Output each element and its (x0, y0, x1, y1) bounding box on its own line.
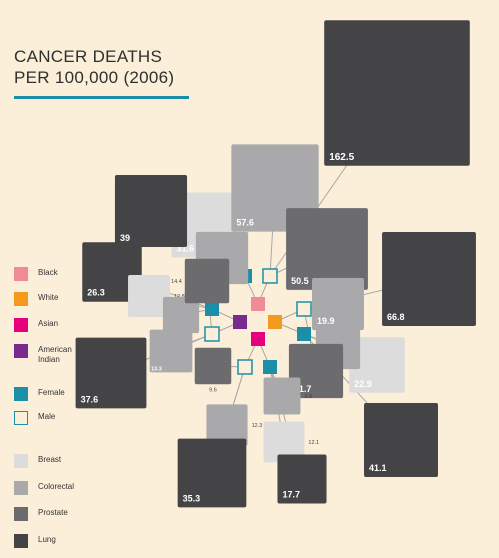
mark-asian-male-colorectal-label: 12.3 (252, 423, 263, 429)
mark-white-male-lung-square (382, 232, 476, 326)
mark-black-male-prostate-label: 50.5 (291, 276, 309, 286)
mark-asian-male-prostate: 9.6 (194, 347, 232, 393)
mark-american-indian-male-colorectal-square (149, 329, 193, 373)
mark-white-male-lung: 66.8 (382, 232, 476, 326)
legend-swatch-colorectal (14, 481, 28, 495)
mark-asian-male-lung-label: 35.3 (183, 493, 201, 503)
title-line-2: PER 100,000 (2006) (14, 68, 175, 87)
legend-label-asian: Asian (38, 319, 59, 328)
mark-white-male-colorectal-square (312, 278, 364, 330)
mark-asian-female-colorectal-square (263, 377, 301, 415)
legend-swatch-breast (14, 454, 28, 468)
american-indian-female-node (205, 302, 219, 316)
legend-label-male: Male (38, 412, 56, 421)
mark-asian-male-lung: 35.3 (177, 438, 247, 508)
title-line-1: CANCER DEATHS (14, 47, 163, 66)
mark-white-male-colorectal-label: 19.9 (317, 316, 335, 326)
mark-american-indian-female-colorectal-square (162, 296, 200, 334)
mark-white-female-lung: 41.1 (364, 403, 438, 477)
mark-black-male-lung: 162.5 (324, 20, 470, 166)
mark-black-female-lung: 39 (114, 174, 188, 248)
mark-american-indian-male-lung-square (75, 337, 147, 409)
mark-asian-female-lung-label: 17.7 (282, 490, 300, 500)
mark-asian-female-colorectal-label: 9.8 (304, 394, 312, 400)
mark-black-male-prostate: 50.5 (286, 208, 368, 290)
mark-asian-male-prostate-square (194, 347, 232, 385)
legend-swatch-american-indian (14, 344, 28, 358)
mark-white-male-colorectal: 19.9 (312, 278, 364, 330)
legend-label-colorectal: Colorectal (38, 482, 75, 491)
title-underline (14, 96, 189, 99)
legend-label-female: Female (38, 388, 65, 397)
american-indian-hub (233, 315, 247, 329)
legend-label-lung: Lung (38, 535, 56, 544)
mark-asian-female-lung: 17.7 (277, 454, 327, 504)
legend-label-white: White (38, 293, 59, 302)
mark-american-indian-female-lung: 26.3 (82, 242, 142, 302)
mark-white-male-prostate: 21.7 (288, 343, 344, 399)
legend-swatch-female (14, 387, 28, 401)
mark-asian-female-breast-square (263, 421, 305, 463)
mark-white-female-breast: 22.9 (349, 337, 405, 393)
mark-black-female-breast-label: 31.6 (176, 244, 194, 254)
mark-asian-male-lung-square (177, 438, 247, 508)
white-female-node (297, 327, 311, 341)
mark-black-male-colorectal-label: 57.6 (236, 218, 254, 228)
data-marks: 31.63920.2162.557.650.566.819.922.941.11… (75, 20, 476, 508)
mark-black-female-lung-label: 39 (120, 233, 130, 243)
mark-american-indian-male-prostate-square (184, 258, 230, 304)
legend-label-prostate: Prostate (38, 508, 68, 517)
mark-asian-female-colorectal: 9.8 (263, 377, 312, 415)
mark-american-indian-female-lung-label: 26.3 (87, 288, 105, 298)
mark-american-indian-male-prostate: 14.4 (171, 258, 230, 304)
mark-american-indian-female-breast-square (128, 275, 170, 317)
mark-american-indian-male-lung: 37.6 (75, 337, 147, 409)
white-hub (268, 315, 282, 329)
asian-female-node (263, 360, 277, 374)
mark-white-male-prostate-label: 21.7 (294, 384, 312, 394)
legend-swatch-asian (14, 318, 28, 332)
mark-black-male-lung-label: 162.5 (329, 152, 354, 163)
mark-asian-male-prostate-label: 9.6 (209, 387, 217, 393)
legend-swatch-male (14, 411, 28, 425)
chart-title: CANCER DEATHS PER 100,000 (2006) (14, 46, 174, 88)
mark-asian-female-breast: 12.1 (263, 421, 319, 463)
mark-asian-female-lung-square (277, 454, 327, 504)
american-indian-male-node (204, 326, 220, 342)
mark-black-male-prostate-square (286, 208, 368, 290)
mark-american-indian-male-colorectal: 13.3 (149, 329, 193, 373)
legend-swatch-white (14, 292, 28, 306)
mark-white-female-breast-square (349, 337, 405, 393)
legend-swatch-prostate (14, 507, 28, 521)
legend-label-black: Black (38, 268, 58, 277)
mark-american-indian-male-lung-label: 37.6 (81, 394, 99, 404)
mark-white-male-prostate-square (288, 343, 344, 399)
black-male-node (262, 268, 278, 284)
white-male-node (296, 301, 312, 317)
asian-male-node (237, 359, 253, 375)
asian-hub (251, 332, 265, 346)
mark-black-female-lung-square (114, 174, 188, 248)
mark-american-indian-male-colorectal-label: 13.3 (151, 366, 162, 372)
legend-swatch-black (14, 267, 28, 281)
legend-swatch-lung (14, 534, 28, 548)
mark-black-male-lung-square (324, 20, 470, 166)
black-hub (251, 297, 265, 311)
mark-asian-male-colorectal-square (206, 404, 248, 446)
mark-american-indian-male-prostate-label: 14.4 (171, 279, 182, 285)
mark-asian-female-breast-label: 12.1 (308, 440, 319, 446)
mark-asian-male-colorectal: 12.3 (206, 404, 263, 446)
mark-white-female-lung-label: 41.1 (369, 463, 387, 473)
mark-white-female-lung-square (364, 403, 438, 477)
mark-white-male-lung-label: 66.8 (387, 312, 405, 322)
legend-label-breast: Breast (38, 455, 62, 464)
mark-american-indian-female-lung-square (82, 242, 142, 302)
legend-label-american-indian: American Indian (38, 345, 72, 364)
mark-white-female-breast-label: 22.9 (354, 379, 372, 389)
